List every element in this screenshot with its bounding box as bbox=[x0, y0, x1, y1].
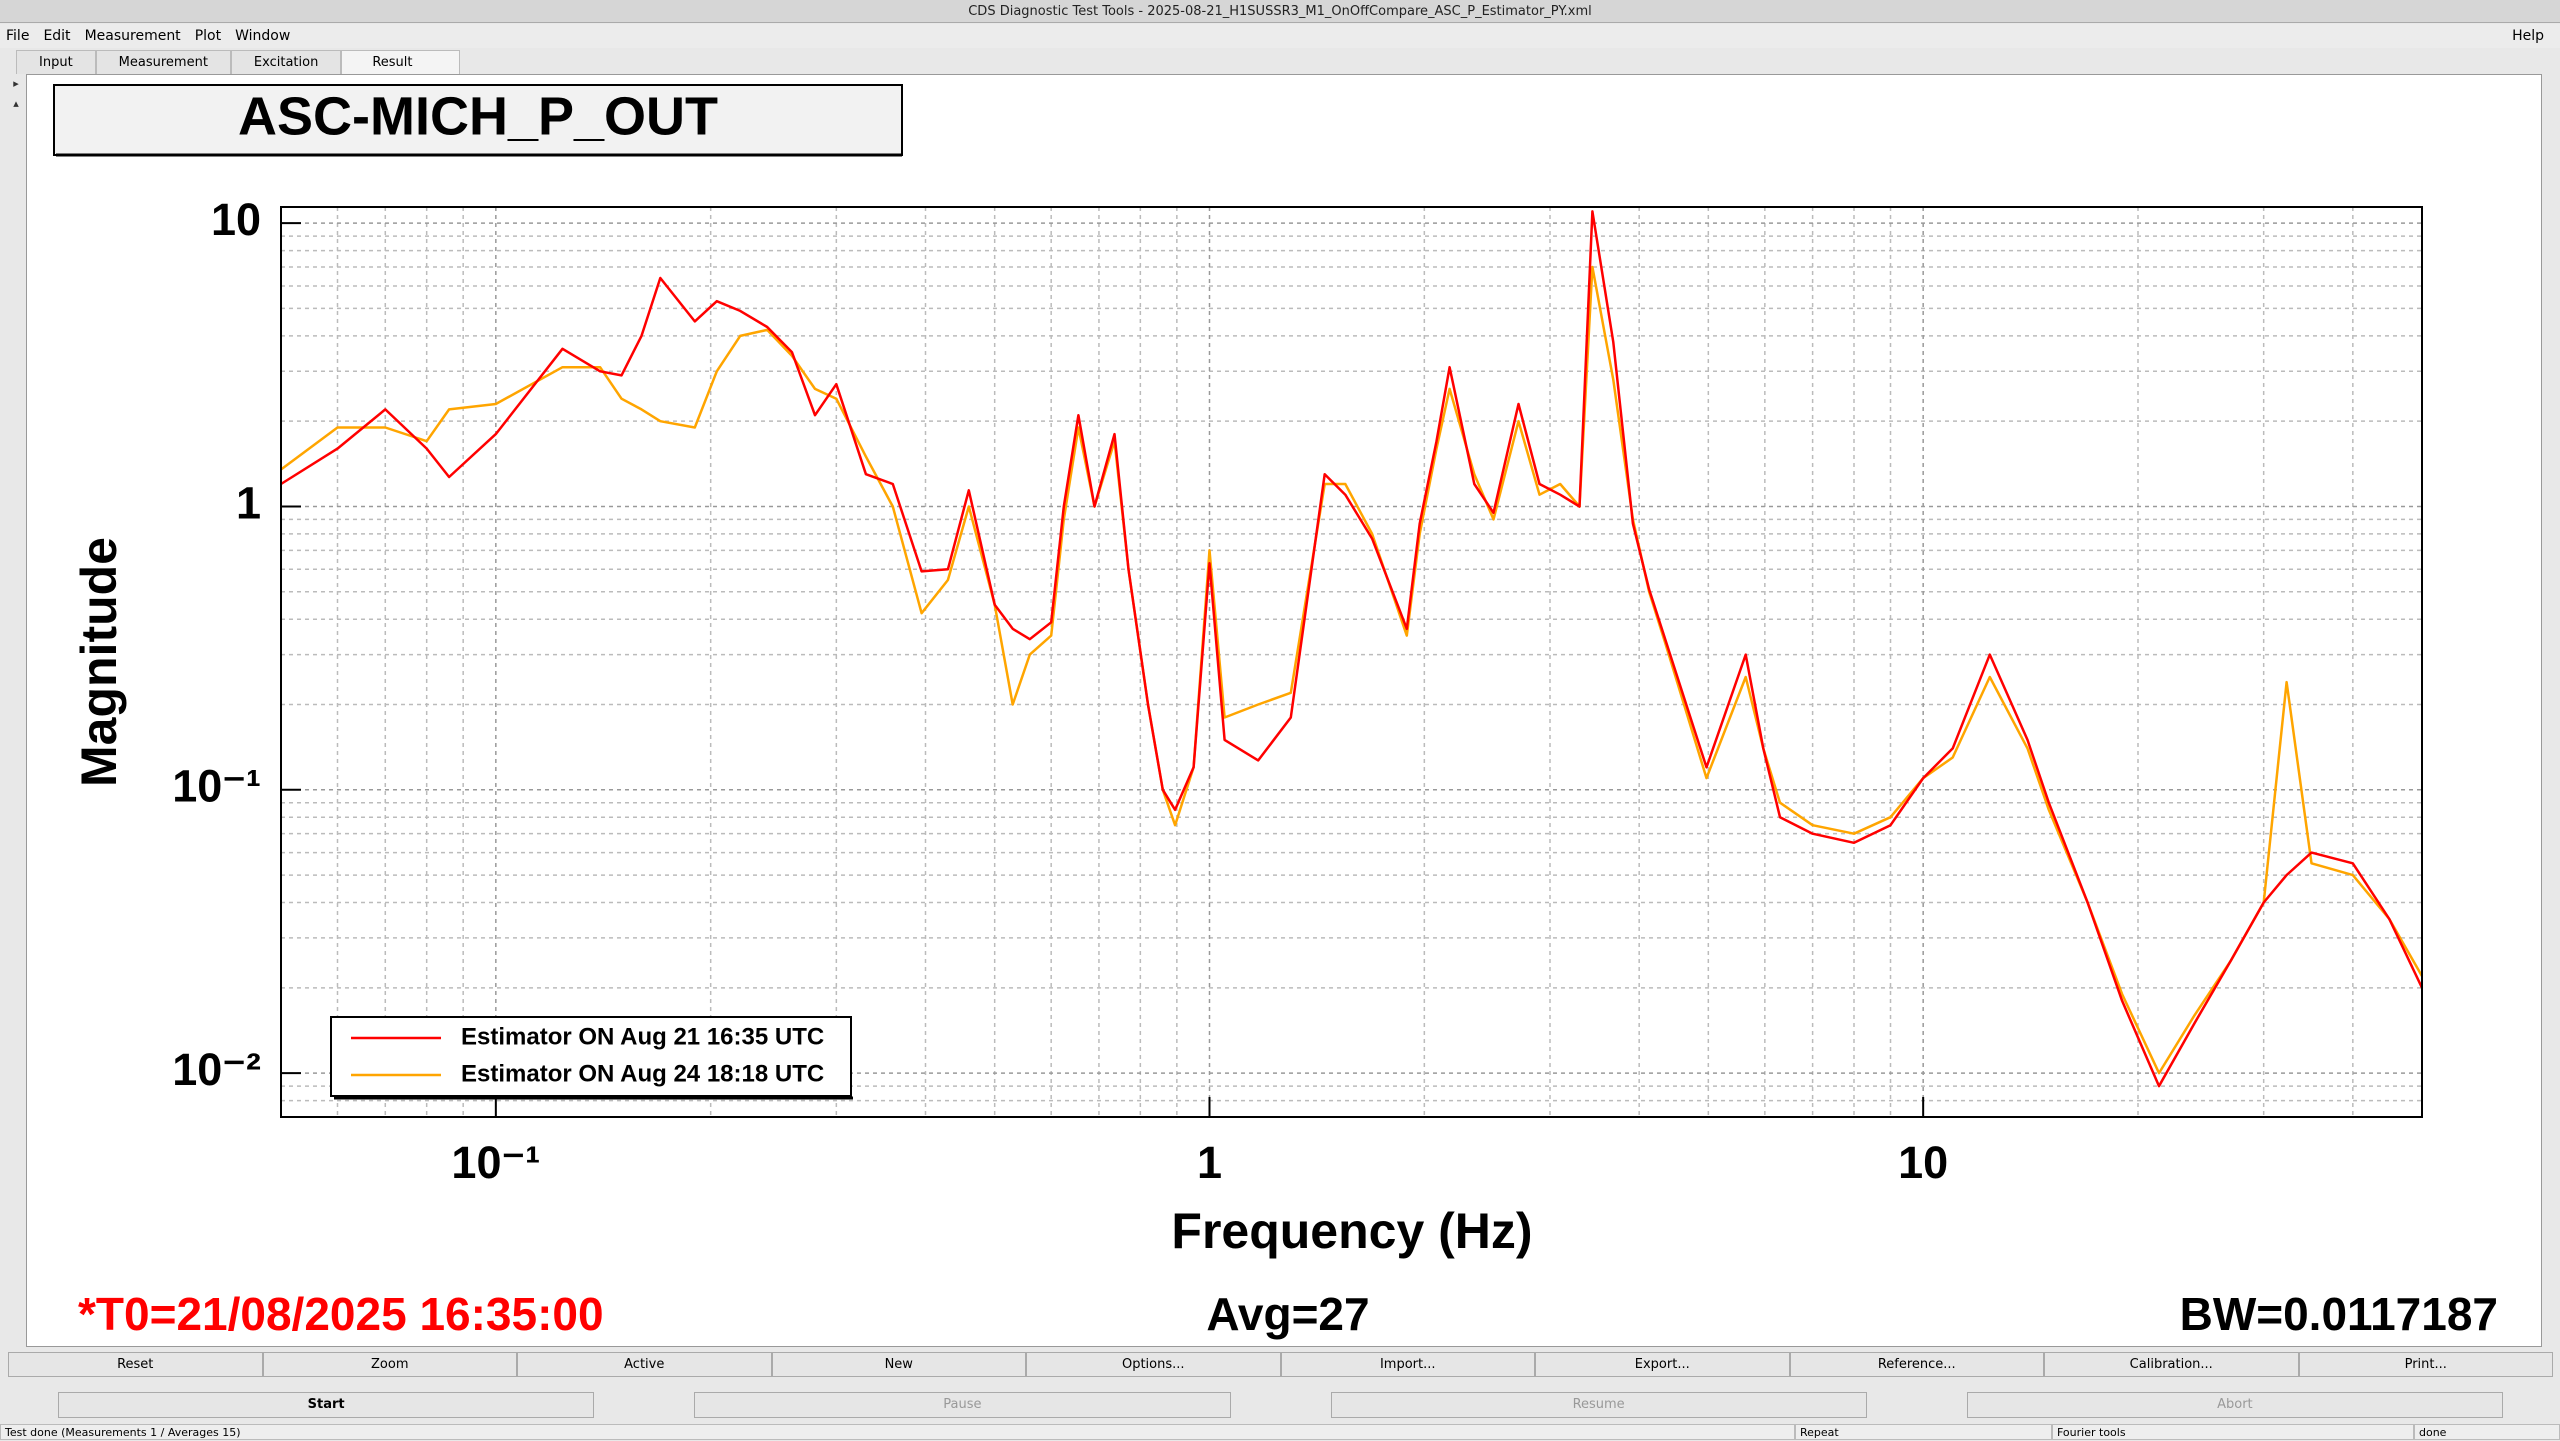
tab[interactable]: Measurement bbox=[95, 50, 231, 74]
menu-item[interactable]: Plot bbox=[194, 28, 222, 44]
menu-item[interactable]: Edit bbox=[43, 28, 71, 44]
button-row: Reset Zoom Active New Options... Import... Exp… bbox=[8, 1352, 2553, 1377]
tab[interactable]: Excitation bbox=[230, 50, 342, 74]
menu-item[interactable]: Help bbox=[2512, 28, 2544, 44]
status-cell: done bbox=[2414, 1424, 2560, 1440]
menu-item[interactable]: File bbox=[6, 28, 30, 44]
legend-label: Estimator ON Aug 24 18:18 UTC bbox=[461, 1060, 824, 1087]
tab-bar: Input Measurement Excitation Result bbox=[16, 50, 460, 74]
status-cell: Test done (Measurements 1 / Averages 15) bbox=[0, 1424, 1795, 1440]
control-row: Start Pause Resume Abort bbox=[8, 1392, 2553, 1418]
button[interactable]: Active bbox=[517, 1352, 772, 1377]
control-button[interactable]: Abort bbox=[1966, 1392, 2503, 1418]
side-arrows[interactable]: ▸ ▴ bbox=[13, 77, 19, 110]
title-box bbox=[53, 84, 903, 156]
t0-label: *T0=21/08/2025 16:35:00 bbox=[78, 1288, 604, 1340]
x-axis-label: Frequency (Hz) bbox=[1171, 1203, 1532, 1259]
button[interactable]: Import... bbox=[1280, 1352, 1535, 1377]
button[interactable]: Options... bbox=[1026, 1352, 1281, 1377]
status-cell: Fourier tools bbox=[2052, 1424, 2414, 1440]
button[interactable]: Reset bbox=[8, 1352, 263, 1377]
x-tick-label: 10 bbox=[1898, 1137, 1948, 1188]
menu-item[interactable]: Window bbox=[235, 28, 291, 44]
series-line bbox=[280, 210, 2424, 1088]
y-tick-label: 1 bbox=[236, 477, 261, 528]
status-cell: Repeat bbox=[1795, 1424, 2052, 1440]
y-tick-label: 10 bbox=[211, 194, 261, 245]
button[interactable]: Zoom bbox=[262, 1352, 517, 1377]
control-button[interactable]: Start bbox=[58, 1392, 595, 1418]
control-button[interactable]: Pause bbox=[694, 1392, 1231, 1418]
tab[interactable]: Input bbox=[16, 50, 96, 74]
status-bar: Test done (Measurements 1 / Averages 15)… bbox=[0, 1424, 2560, 1440]
legend-box bbox=[330, 1016, 852, 1097]
bw-label: BW=0.0117187 bbox=[2180, 1288, 2498, 1340]
tab[interactable]: Result bbox=[341, 50, 460, 74]
button[interactable]: New bbox=[771, 1352, 1026, 1377]
menu-bar: File Edit Measurement Plot Window Help bbox=[0, 24, 2560, 48]
button[interactable]: Export... bbox=[1535, 1352, 1790, 1377]
button[interactable]: Reference... bbox=[1789, 1352, 2044, 1377]
title-bar: CDS Diagnostic Test Tools - 2025-08-21_H… bbox=[0, 0, 2560, 23]
control-button[interactable]: Resume bbox=[1330, 1392, 1867, 1418]
plot-frame bbox=[280, 206, 2423, 1118]
button[interactable]: Print... bbox=[2298, 1352, 2553, 1377]
legend-label: Estimator ON Aug 21 16:35 UTC bbox=[461, 1023, 824, 1050]
x-tick-label: 10⁻¹ bbox=[451, 1137, 540, 1188]
chart-title: ASC-MICH_P_OUT bbox=[238, 86, 718, 146]
y-tick-label: 10⁻² bbox=[172, 1044, 261, 1095]
plot-area bbox=[281, 207, 2422, 1117]
y-axis-label: Magnitude bbox=[71, 537, 127, 787]
x-tick-label: 1 bbox=[1197, 1137, 1222, 1188]
button[interactable]: Calibration... bbox=[2044, 1352, 2299, 1377]
avg-label: Avg=27 bbox=[1206, 1288, 1369, 1340]
y-tick-label: 10⁻¹ bbox=[172, 761, 261, 812]
series-line bbox=[280, 265, 2424, 1075]
menu-item[interactable]: Measurement bbox=[84, 28, 181, 44]
